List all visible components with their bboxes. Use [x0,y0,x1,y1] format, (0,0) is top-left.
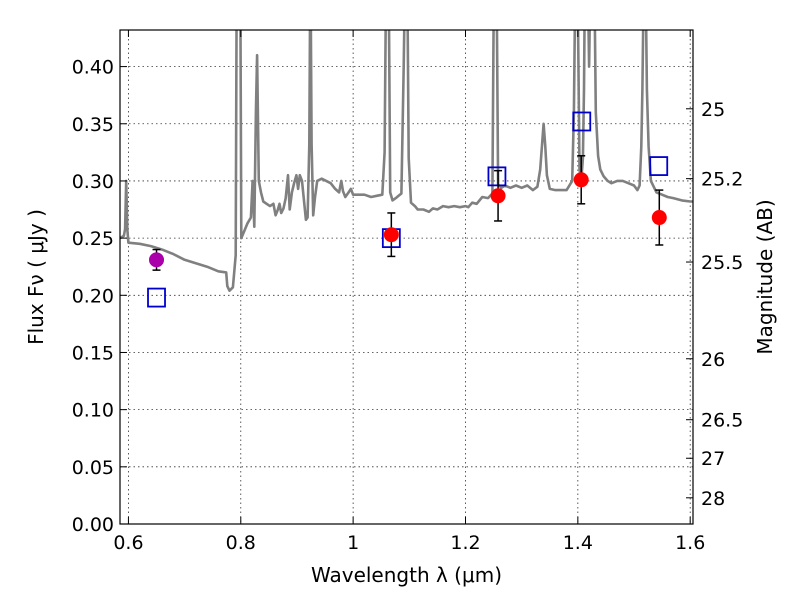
y-tick-label: 0.00 [72,514,114,536]
observed-flux-point [383,227,399,243]
model-photometry-square [649,156,669,176]
model-spectrum-line [120,30,693,292]
y-tick-label: 0.20 [72,285,114,307]
observed-flux-point [573,172,589,188]
mag-tick-label: 26 [701,349,725,371]
x-tick-label: 1.2 [450,532,480,554]
y-tick-label: 0.10 [72,400,114,422]
mag-tick-label: 25.5 [701,252,743,274]
y-tick-label: 0.05 [72,457,114,479]
grid-lines [120,30,693,525]
x-tick-label: 1 [347,532,359,554]
plot-frame [119,29,694,525]
x-tick-label: 1.6 [675,532,705,554]
y-axis-right-label: Magnitude (AB) [753,199,777,354]
model-photometry-square [572,111,592,132]
x-tick-label: 1.4 [563,532,593,554]
y-tick-label: 0.25 [72,228,114,250]
mag-tick-label: 25.2 [701,169,743,191]
mag-tick-label: 27 [701,448,725,470]
x-tick-label: 0.8 [226,532,256,554]
mag-tick-label: 26.5 [701,410,743,432]
axis-ticks: 0.6 0.8 1 1.2 1.4 1.6 0.00 0.05 0.10 0.15 0.20 0.25… [72,30,743,554]
model-photometry-square [147,287,166,308]
y-tick-label: 0.15 [72,342,114,364]
x-tick-label: 0.6 [113,532,143,554]
y-tick-label: 0.30 [72,171,114,193]
y-tick-label: 0.35 [72,114,114,136]
mag-tick-label: 25 [701,99,725,121]
y-tick-label: 0.40 [72,57,114,79]
x-axis-label: Wavelength λ (μm) [311,563,502,587]
observed-flux-point [651,210,667,226]
y-axis-label: Flux Fν ( μJy ) [24,209,48,345]
model-photometry-square [487,166,507,187]
plot-area [120,30,693,308]
mag-tick-label: 28 [701,488,725,510]
observed-flux-point [149,252,165,268]
observed-flux-point [490,188,506,204]
